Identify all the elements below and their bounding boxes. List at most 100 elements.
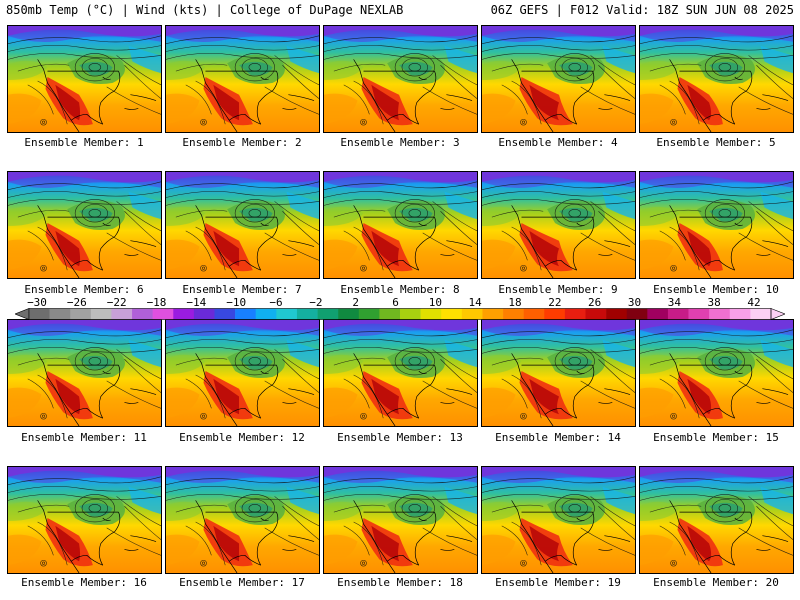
ensemble-member-label: Ensemble Member: 10 [653,283,779,296]
colorbar-swatch [214,308,236,320]
ensemble-member-map [639,466,794,574]
colorbar-swatch [317,308,339,320]
ensemble-member-map [323,319,478,427]
colorbar-max-arrow [770,308,785,320]
colorbar-tick-label: −30 [27,296,47,309]
run-valid-time: 06Z GEFS | F012 Valid: 18Z SUN JUN 08 20… [490,3,794,17]
ensemble-member-map [7,25,162,133]
ensemble-member-label: Ensemble Member: 6 [24,283,144,296]
ensemble-member-label: Ensemble Member: 7 [182,283,302,296]
colorbar-swatch [49,308,71,320]
colorbar-swatch [400,308,421,320]
colorbar-swatch [255,308,277,320]
ensemble-member-map [323,466,478,574]
ensemble-member-label: Ensemble Member: 16 [21,576,147,589]
colorbar-tick-label: 30 [627,296,642,309]
colorbar-tick-label: 42 [747,296,761,309]
ensemble-member-map [639,319,794,427]
colorbar-swatch [482,308,504,320]
ensemble-member-map [639,25,794,133]
colorbar-swatch [338,308,360,320]
colorbar-swatch [90,308,112,320]
colorbar-tick-label: 22 [548,296,562,309]
ensemble-member-map [481,466,636,574]
colorbar-tick-label: 10 [428,296,442,309]
colorbar-swatch [379,308,401,320]
colorbar-swatch [152,308,174,320]
ensemble-member-label: Ensemble Member: 1 [24,136,144,149]
colorbar-tick-label: −6 [269,296,283,309]
colorbar-swatch [667,308,689,320]
colorbar-tick-label: −2 [309,296,323,309]
figure-title: 850mb Temp (°C) | Wind (kts) | College o… [6,3,404,17]
ensemble-member-label: Ensemble Member: 11 [21,431,147,444]
colorbar-swatch [173,308,195,320]
colorbar-swatch [503,308,524,320]
ensemble-member-map [481,25,636,133]
colorbar-swatch [235,308,257,320]
colorbar-tick-label: 18 [508,296,522,309]
ensemble-member-label: Ensemble Member: 18 [337,576,463,589]
colorbar-tick-label: −22 [106,296,127,309]
colorbar-swatch [709,308,731,320]
colorbar-tick-label: 2 [352,296,359,309]
ensemble-member-map [165,319,320,427]
ensemble-member-label: Ensemble Member: 13 [337,431,463,444]
ensemble-member-map [165,25,320,133]
ensemble-member-label: Ensemble Member: 12 [179,431,305,444]
colorbar-swatch [296,308,318,320]
ensemble-member-map [481,171,636,279]
colorbar-tick-label: 38 [707,296,721,309]
ensemble-member-label: Ensemble Member: 3 [340,136,460,149]
colorbar-tick-label: 6 [392,296,399,309]
colorbar-swatch [132,308,153,320]
colorbar-swatch [729,308,751,320]
ensemble-member-label: Ensemble Member: 8 [340,283,460,296]
ensemble-member-map [7,171,162,279]
colorbar-swatch [544,308,566,320]
temperature-colorbar [15,308,785,320]
ensemble-member-map [165,466,320,574]
colorbar-swatch [70,308,92,320]
colorbar-tick-label: −18 [146,296,167,309]
colorbar-swatch [111,308,133,320]
ensemble-member-map [7,466,162,574]
ensemble-member-label: Ensemble Member: 14 [495,431,621,444]
colorbar-swatch [523,308,545,320]
colorbar-swatch [688,308,710,320]
colorbar-tick-label: 14 [468,296,482,309]
colorbar-tick-label: −26 [66,296,87,309]
ensemble-member-label: Ensemble Member: 4 [498,136,618,149]
ensemble-member-map [639,171,794,279]
colorbar-swatch [606,308,628,320]
ensemble-member-map [323,171,478,279]
ensemble-member-label: Ensemble Member: 9 [498,283,618,296]
colorbar-tick-label: −14 [186,296,207,309]
ensemble-member-label: Ensemble Member: 17 [179,576,305,589]
colorbar-min-arrow [15,308,30,320]
colorbar-swatch [461,308,483,320]
ensemble-member-label: Ensemble Member: 19 [495,576,621,589]
colorbar-swatch [441,308,463,320]
colorbar-tick-label: −10 [226,296,247,309]
colorbar-swatch [564,308,586,320]
colorbar-swatch [193,308,215,320]
ensemble-member-map [323,25,478,133]
colorbar-swatch [276,308,298,320]
colorbar-swatch [358,308,380,320]
colorbar-tick-label: 34 [667,296,681,309]
colorbar-border [28,308,772,320]
ensemble-member-label: Ensemble Member: 20 [653,576,779,589]
colorbar-tick-label: 26 [588,296,602,309]
ensemble-member-label: Ensemble Member: 2 [182,136,302,149]
colorbar-swatch [420,308,442,320]
ensemble-member-map [481,319,636,427]
colorbar-swatch [585,308,607,320]
ensemble-member-label: Ensemble Member: 5 [656,136,776,149]
colorbar-swatch [626,308,648,320]
ensemble-member-map [7,319,162,427]
ensemble-member-label: Ensemble Member: 15 [653,431,779,444]
colorbar-swatch [647,308,669,320]
colorbar-swatch [29,308,50,320]
colorbar-swatch [750,308,772,320]
